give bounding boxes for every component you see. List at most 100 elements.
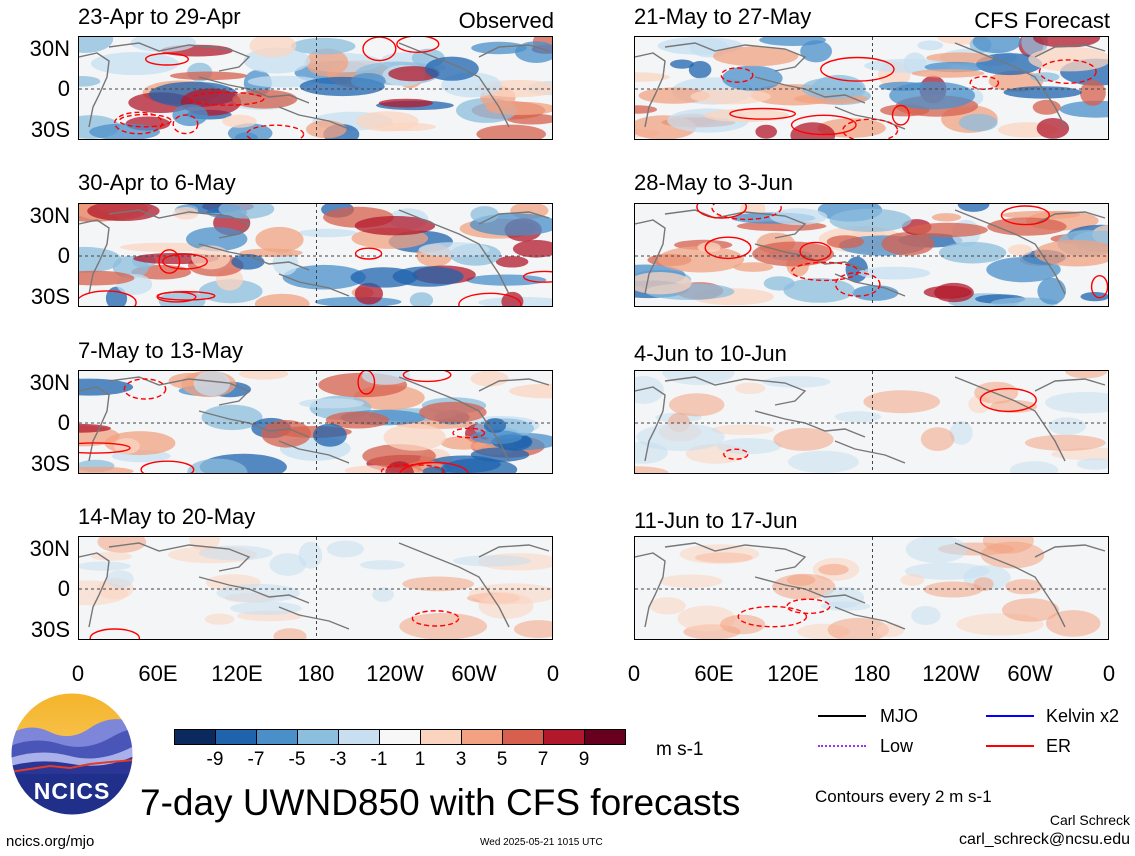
anomaly-blob <box>419 401 487 423</box>
anomaly-blob <box>720 614 766 635</box>
panel-title-1: 23-Apr to 29-Apr <box>78 4 241 29</box>
anomaly-blob <box>711 424 775 435</box>
panel-title-8: 11-Jun to 17-Jun <box>634 508 798 533</box>
colorbar-swatch <box>215 729 257 745</box>
ncics-logo-icon: NCICS <box>10 692 134 816</box>
anomaly-blob <box>1076 458 1108 470</box>
anomaly-blob <box>418 242 490 258</box>
coastline <box>198 410 310 438</box>
anomaly-blob <box>79 561 131 571</box>
anomaly-blob <box>453 555 532 567</box>
anomaly-blob <box>509 383 552 399</box>
er-contour <box>189 91 265 106</box>
panel-title-5: 7-May to 13-May <box>78 338 244 363</box>
anomaly-blob <box>697 242 721 253</box>
er-contour <box>820 56 895 82</box>
er-contour <box>357 371 376 395</box>
anomaly-blob <box>1005 579 1043 595</box>
anomaly-blob <box>733 262 774 272</box>
legend-label-low: Low <box>880 736 914 756</box>
anomaly-blob <box>425 56 479 81</box>
er-contour <box>1000 205 1050 226</box>
anomaly-blob <box>957 204 990 212</box>
anomaly-blob <box>863 390 940 414</box>
er-contour <box>246 124 305 139</box>
anomaly-blob <box>820 601 871 611</box>
anomaly-blob <box>1059 100 1108 118</box>
anomaly-blob <box>876 623 904 638</box>
anomaly-blob <box>218 204 275 219</box>
colorbar-label: -5 <box>288 749 306 770</box>
anomaly-blob <box>670 59 694 69</box>
anomaly-blob <box>495 256 529 268</box>
coastline <box>954 42 1066 128</box>
coastline <box>1034 544 1106 558</box>
anomaly-blob <box>679 544 760 564</box>
er-contour <box>114 111 163 135</box>
lon-label-0: 0 <box>627 661 641 686</box>
anomaly-blob <box>291 37 356 55</box>
anomaly-blob <box>91 52 179 76</box>
anomaly-blob <box>187 458 248 473</box>
colorbar-units: m s-1 <box>656 739 704 760</box>
er-contour <box>158 249 181 274</box>
anomaly-blob <box>800 40 832 63</box>
colorbar-swatch <box>420 729 462 745</box>
anomaly-blob <box>326 540 364 558</box>
anomaly-blob <box>770 208 828 226</box>
anomaly-blob <box>172 104 208 127</box>
coastline <box>398 209 510 295</box>
anomaly-blob <box>1048 417 1086 435</box>
er-contour <box>522 270 552 283</box>
anomaly-blob <box>255 226 304 253</box>
anomaly-blob <box>193 371 231 397</box>
anomaly-blob <box>1051 447 1108 461</box>
anomaly-blob <box>923 285 972 299</box>
map-field-8 <box>635 537 1108 639</box>
credit-name: Carl Schreck <box>1049 812 1130 828</box>
coastline <box>635 52 666 128</box>
anomaly-blob <box>79 423 111 433</box>
anomaly-blob <box>635 376 664 404</box>
anomaly-blob <box>1080 80 1106 106</box>
site-url-link[interactable]: ncics.org/mjo <box>6 833 95 850</box>
credit-email: carl_schreck@ncsu.edu <box>959 831 1130 848</box>
anomaly-blob <box>79 37 114 53</box>
anomaly-blob <box>1030 72 1060 82</box>
lon-label-0-end: 0 <box>546 661 560 686</box>
map-field-3 <box>79 204 552 306</box>
anomaly-blob <box>786 574 816 586</box>
anomaly-blob <box>269 553 306 576</box>
colorbar-swatch <box>297 729 339 745</box>
lat-label-30s: 30S <box>30 451 70 476</box>
er-contour <box>79 290 137 306</box>
lat-label-30n: 30N <box>29 36 70 61</box>
anomaly-blob <box>1065 371 1108 379</box>
anomaly-blob <box>79 76 101 87</box>
anomaly-blob <box>636 423 725 451</box>
anomaly-blob <box>230 601 302 615</box>
coastline <box>1034 378 1106 392</box>
legend-line-er <box>986 745 1034 747</box>
er-contour <box>1090 275 1108 299</box>
anomaly-blob <box>716 438 782 455</box>
anomaly-blob <box>826 235 864 249</box>
anomaly-blob <box>920 427 955 451</box>
anomaly-blob <box>938 241 1007 264</box>
anomaly-blob <box>409 292 434 306</box>
colorbar-swatch <box>174 729 216 745</box>
er-contour <box>704 236 752 260</box>
anomaly-blob <box>273 628 307 639</box>
anomaly-blob <box>261 420 311 448</box>
coastline <box>635 386 666 462</box>
coastline <box>398 376 510 462</box>
map-panel-5 <box>78 370 553 474</box>
anomaly-blob <box>199 279 263 304</box>
er-contour <box>144 52 189 66</box>
map-field-6 <box>635 371 1108 473</box>
anomaly-blob <box>470 206 499 223</box>
anomaly-blob <box>958 113 998 132</box>
colorbar-label: 9 <box>578 749 590 770</box>
coastline <box>79 219 110 295</box>
lat-label-eq: 0 <box>57 76 70 101</box>
